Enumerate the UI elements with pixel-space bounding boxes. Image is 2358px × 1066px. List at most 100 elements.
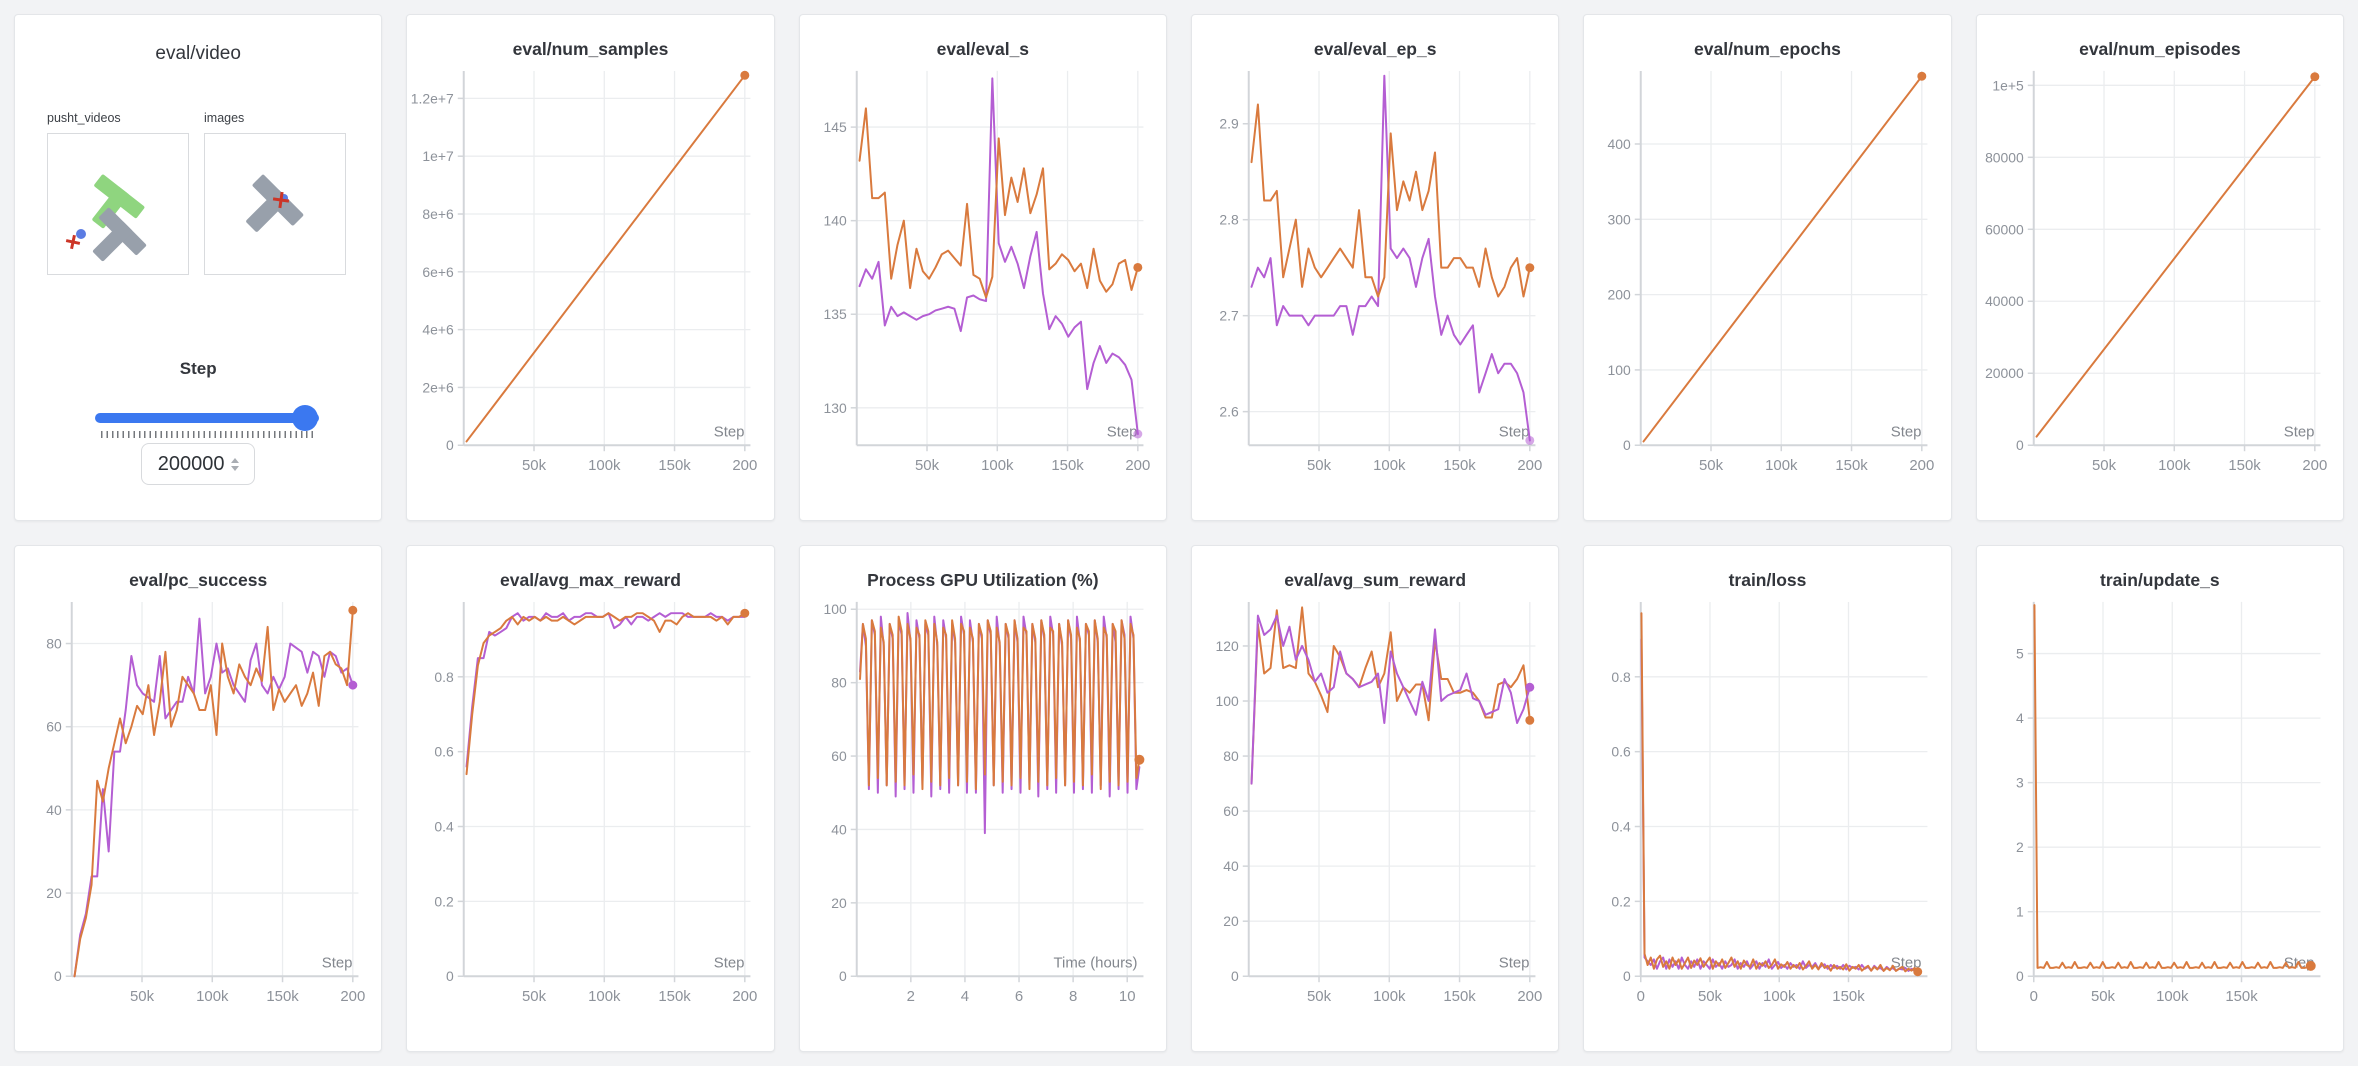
chart-title: train/loss xyxy=(1728,570,1807,590)
chart-canvas[interactable]: 0 20 40 60 80 50k 100k 150k 200 Step xyxy=(15,593,381,1023)
svg-text:5: 5 xyxy=(2016,646,2024,662)
chart-canvas[interactable]: 0 20000 40000 60000 80000 1e+5 50k 100k 150k 200 S… xyxy=(1977,62,2343,492)
svg-text:50k: 50k xyxy=(2091,988,2116,1005)
svg-text:100k: 100k xyxy=(1373,457,1406,474)
series-run-orange-endpoint-dot xyxy=(740,608,750,618)
svg-text:6e+6: 6e+6 xyxy=(423,264,455,280)
svg-text:4: 4 xyxy=(2016,710,2024,726)
svg-text:200: 200 xyxy=(1517,457,1542,474)
series-run-purple-line xyxy=(73,617,354,978)
svg-text:20: 20 xyxy=(1223,913,1239,929)
svg-text:50k: 50k xyxy=(2092,457,2117,474)
stepper-up-icon[interactable] xyxy=(230,457,239,463)
chart-title: eval/eval_s xyxy=(936,39,1030,59)
svg-text:2: 2 xyxy=(2016,839,2024,855)
svg-text:200: 200 xyxy=(1910,457,1935,474)
svg-text:3: 3 xyxy=(2016,775,2024,791)
step-value[interactable]: 200000 xyxy=(157,452,225,475)
svg-text:145: 145 xyxy=(823,119,846,135)
svg-text:1: 1 xyxy=(2016,904,2024,920)
stepper-down-icon[interactable] xyxy=(230,465,239,471)
svg-text:0: 0 xyxy=(839,968,847,984)
svg-text:50k: 50k xyxy=(1307,457,1332,474)
chart-title: eval/avg_max_reward xyxy=(500,570,681,590)
svg-text:0: 0 xyxy=(446,437,454,453)
svg-text:50k: 50k xyxy=(1699,457,1724,474)
chart-canvas[interactable]: 130 135 140 145 50k 100k 150k 200 Step xyxy=(800,62,1166,492)
series-run-orange-endpoint-dot xyxy=(2305,960,2316,971)
svg-text:150k: 150k xyxy=(659,988,692,1005)
svg-text:80: 80 xyxy=(831,675,847,691)
svg-text:60: 60 xyxy=(831,748,847,764)
svg-text:40000: 40000 xyxy=(1985,293,2024,309)
chart-panel-eval-avg-sum-reward: eval/avg_sum_reward 0 20 40 60 80 100 120 50k 10… xyxy=(1191,545,1560,1052)
svg-text:6: 6 xyxy=(1015,988,1023,1005)
svg-text:0.6: 0.6 xyxy=(435,744,455,760)
chart-canvas[interactable]: 0 20 40 60 80 100 2 4 6 8 10 Time (hours) xyxy=(800,593,1166,1023)
series-run-orange-line xyxy=(1250,606,1531,785)
svg-text:10: 10 xyxy=(1119,988,1136,1005)
series-run-orange-line xyxy=(73,609,354,978)
series-run-orange-line xyxy=(465,74,747,443)
chart-panel-eval-num-samples: eval/num_samples 0 2e+6 4e+6 6e+6 8e+6 1e+7 1.… xyxy=(406,14,775,521)
svg-text:40: 40 xyxy=(46,802,62,818)
svg-text:20000: 20000 xyxy=(1985,365,2024,381)
svg-text:50k: 50k xyxy=(1698,988,1723,1005)
svg-text:50k: 50k xyxy=(1307,988,1332,1005)
series-run-orange-line xyxy=(858,107,1139,299)
series-run-orange-line xyxy=(1250,103,1531,298)
chart-title: eval/pc_success xyxy=(129,570,268,590)
chart-title: Process GPU Utilization (%) xyxy=(867,570,1099,590)
series-run-orange-line xyxy=(1642,75,1924,443)
svg-text:150k: 150k xyxy=(1051,457,1084,474)
step-stepper[interactable] xyxy=(230,457,239,471)
chart-title: eval/avg_sum_reward xyxy=(1284,570,1467,590)
step-slider-track[interactable] xyxy=(95,413,319,423)
svg-text:200: 200 xyxy=(733,457,758,474)
series-run-orange-endpoint-dot xyxy=(1917,71,1927,81)
images-preview xyxy=(246,174,304,232)
pusht-videos-thumbnail[interactable] xyxy=(47,133,189,275)
svg-text:100: 100 xyxy=(823,601,846,617)
svg-text:100: 100 xyxy=(1608,362,1631,378)
svg-text:20: 20 xyxy=(46,885,62,901)
svg-text:0.2: 0.2 xyxy=(435,893,455,909)
svg-text:50k: 50k xyxy=(522,988,547,1005)
svg-text:150k: 150k xyxy=(1836,457,1869,474)
svg-text:130: 130 xyxy=(823,400,846,416)
chart-canvas[interactable]: 0 2e+6 4e+6 6e+6 8e+6 1e+7 1.2e+7 50k 100k 150k 20… xyxy=(407,62,773,492)
svg-text:120: 120 xyxy=(1216,638,1239,654)
chart-canvas[interactable]: 0 20 40 60 80 100 120 50k 100k 150k 200 Step xyxy=(1192,593,1558,1023)
svg-text:150k: 150k xyxy=(266,988,299,1005)
svg-text:200: 200 xyxy=(733,988,758,1005)
svg-text:1.2e+7: 1.2e+7 xyxy=(411,90,454,106)
svg-text:100k: 100k xyxy=(196,988,229,1005)
chart-canvas[interactable]: 2.6 2.7 2.8 2.9 50k 100k 150k 200 Step xyxy=(1192,62,1558,492)
chart-canvas[interactable]: 0 100 200 300 400 50k 100k 150k 200 Step xyxy=(1584,62,1950,492)
svg-text:Step: Step xyxy=(1499,954,1530,971)
svg-text:150k: 150k xyxy=(659,457,692,474)
step-number-input[interactable]: 200000 xyxy=(141,443,256,485)
chart-panel-eval-eval-s: eval/eval_s 130 135 140 145 50k 100k 150k 200 St… xyxy=(798,14,1167,521)
svg-text:40: 40 xyxy=(831,821,847,837)
svg-text:20: 20 xyxy=(831,895,847,911)
chart-canvas[interactable]: 0 0.2 0.4 0.6 0.8 0 50k 100k 150k Step xyxy=(1584,593,1950,1023)
svg-text:2.7: 2.7 xyxy=(1219,308,1239,324)
chart-canvas[interactable]: 0 0.2 0.4 0.6 0.8 50k 100k 150k 200 Step xyxy=(407,593,773,1023)
svg-text:Step: Step xyxy=(714,954,745,971)
svg-text:150k: 150k xyxy=(1833,988,1866,1005)
series-run-purple-line xyxy=(1250,614,1531,785)
series-run-purple-line xyxy=(858,77,1139,435)
target-cross-icon xyxy=(65,234,81,250)
svg-text:Step: Step xyxy=(1891,954,1922,971)
svg-text:Step: Step xyxy=(714,423,745,440)
svg-text:0: 0 xyxy=(2016,968,2024,984)
step-slider-thumb[interactable] xyxy=(292,405,318,431)
target-cross-icon xyxy=(272,191,290,209)
svg-text:80: 80 xyxy=(46,636,62,652)
goal-tee-shape xyxy=(92,174,145,229)
svg-text:8: 8 xyxy=(1069,988,1077,1005)
images-thumbnail[interactable] xyxy=(204,133,346,275)
